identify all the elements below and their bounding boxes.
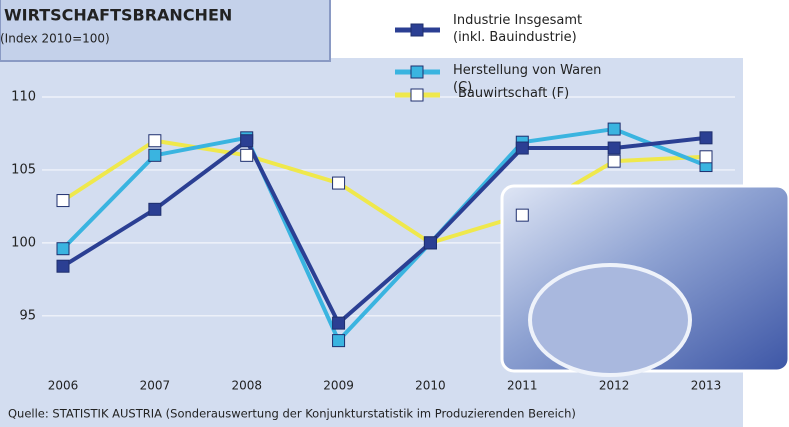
- data-point: [149, 135, 161, 147]
- x-tick-label: 2006: [48, 379, 79, 393]
- data-point: [424, 237, 436, 249]
- page: WIRTSCHAFTSBRANCHEN (Index 2010=100) 95 1…: [0, 0, 789, 427]
- data-point: [333, 177, 345, 189]
- chart-title: WIRTSCHAFTSBRANCHEN: [4, 6, 232, 25]
- data-point: [608, 142, 620, 154]
- x-tick-label: 2009: [323, 379, 354, 393]
- legend-label: Industrie Insgesamt (inkl. Bauindustrie): [453, 12, 603, 46]
- x-tick-label: 2013: [691, 379, 722, 393]
- photo: [502, 186, 789, 375]
- legend-marker: [411, 89, 423, 101]
- data-point: [333, 317, 345, 329]
- data-point: [516, 209, 528, 221]
- y-tick-label: 95: [19, 308, 36, 323]
- x-tick-label: 2008: [231, 379, 262, 393]
- legend-marker: [411, 24, 423, 36]
- data-point: [241, 135, 253, 147]
- data-point: [608, 123, 620, 135]
- chart: WIRTSCHAFTSBRANCHEN (Index 2010=100) 95 1…: [0, 0, 789, 427]
- data-point: [149, 203, 161, 215]
- data-point: [241, 149, 253, 161]
- y-tick-label: 110: [11, 89, 36, 104]
- data-point: [700, 132, 712, 144]
- data-point: [700, 151, 712, 163]
- data-point: [57, 195, 69, 207]
- data-point: [57, 243, 69, 255]
- x-tick-label: 2012: [599, 379, 630, 393]
- x-tick-label: 2010: [415, 379, 446, 393]
- data-point: [149, 149, 161, 161]
- coin: [530, 265, 690, 375]
- legend-marker: [411, 66, 423, 78]
- x-tick-label: 2011: [507, 379, 538, 393]
- data-point: [608, 155, 620, 167]
- y-tick-label: 105: [11, 162, 36, 177]
- data-point: [57, 260, 69, 272]
- chart-subtitle: (Index 2010=100): [0, 32, 110, 46]
- data-point: [516, 142, 528, 154]
- y-tick-label: 100: [11, 235, 36, 250]
- source: Quelle: STATISTIK AUSTRIA (Sonderauswert…: [8, 407, 576, 421]
- legend-label: Bauwirtschaft (F): [458, 85, 608, 102]
- x-tick-label: 2007: [140, 379, 171, 393]
- data-point: [333, 335, 345, 347]
